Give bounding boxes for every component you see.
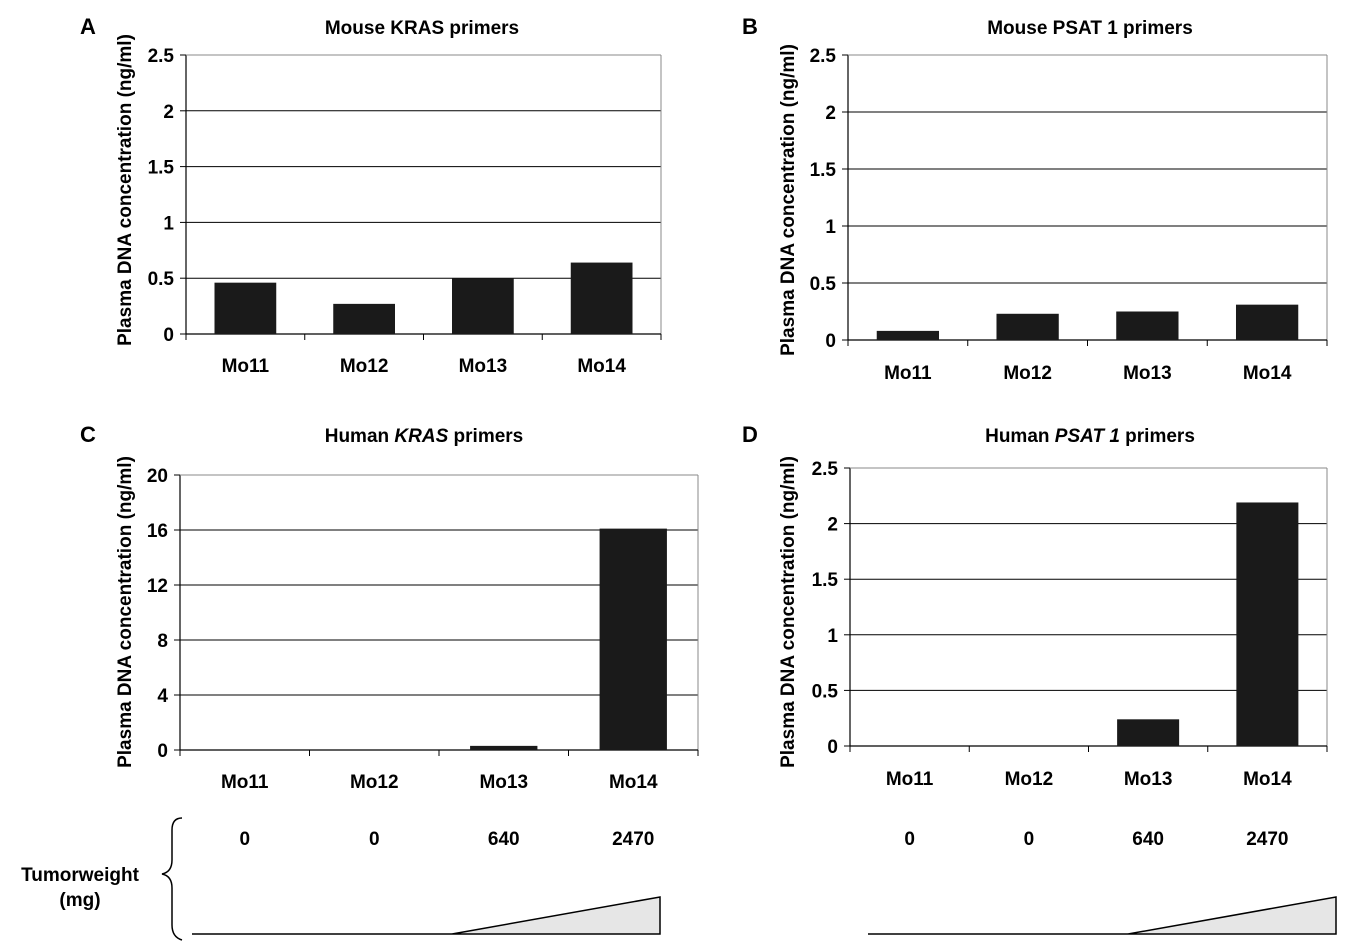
y-tick-label: 0 <box>163 325 174 346</box>
x-tick-label: Mo11 <box>222 356 270 377</box>
tumor-weight-brace <box>161 817 183 941</box>
tumor-weight-value: 0 <box>904 829 915 850</box>
panel-d-title: Human PSAT 1 primers <box>985 426 1195 447</box>
y-tick-label: 0.5 <box>148 269 175 290</box>
panel-c-title-suffix: primers <box>448 426 523 447</box>
y-tick-label: 0.5 <box>810 274 837 295</box>
bar-mo11 <box>214 282 277 334</box>
x-tick-label: Mo12 <box>340 356 389 377</box>
panel-a-title: Mouse KRAS primers <box>325 18 519 39</box>
bar-mo11 <box>876 330 940 340</box>
y-tick-label: 8 <box>157 631 168 652</box>
bar-mo13 <box>1116 311 1179 340</box>
panel-c-letter: C <box>80 422 96 447</box>
panel-d-title-suffix: primers <box>1120 426 1195 447</box>
x-tick-label: Mo11 <box>886 769 934 790</box>
bar-mo14 <box>1236 502 1299 746</box>
y-tick-label: 2.5 <box>812 459 839 480</box>
panel-b-ylabel: Plasma DNA concentration (ng/ml) <box>778 44 799 356</box>
x-tick-label: Mo11 <box>884 363 932 384</box>
tumor-weight-value: 2470 <box>1246 829 1288 850</box>
y-tick-label: 2.5 <box>810 46 837 67</box>
y-tick-label: 0.5 <box>812 681 839 702</box>
y-tick-label: 20 <box>147 466 168 487</box>
tumor-weight-value: 640 <box>488 829 520 850</box>
bar-mo13 <box>470 745 538 750</box>
y-tick-label: 12 <box>147 576 168 597</box>
x-tick-label: Mo14 <box>577 356 626 377</box>
bar-mo12 <box>333 303 395 334</box>
bar-mo14 <box>570 262 633 334</box>
tumor-weight-value: 640 <box>1132 829 1164 850</box>
tumor-weight-value: 0 <box>1024 829 1035 850</box>
bar-mo14 <box>1235 304 1299 340</box>
y-tick-label: 2.5 <box>148 46 175 67</box>
bar-mo14 <box>599 528 667 750</box>
x-tick-label: Mo12 <box>1003 363 1052 384</box>
y-tick-label: 1 <box>825 217 836 238</box>
panel-c-title: Human KRAS primers <box>325 426 524 447</box>
x-tick-label: Mo14 <box>1243 363 1292 384</box>
tumor-weight-unit: (mg) <box>59 890 100 911</box>
panel-b-title: Mouse PSAT 1 primers <box>987 18 1193 39</box>
y-tick-label: 4 <box>157 686 168 707</box>
panel-c-ylabel: Plasma DNA concentration (ng/ml) <box>115 456 136 768</box>
tumor-weight-label: Tumorweight <box>21 865 140 886</box>
panel-d: D Human PSAT 1 primers Plasma DNA concen… <box>742 422 1328 790</box>
panel-a: A Mouse KRAS primers Plasma DNA concentr… <box>80 14 662 377</box>
y-tick-label: 0 <box>157 741 168 762</box>
panel-c-title-prefix: Human <box>325 426 395 447</box>
x-tick-label: Mo13 <box>1123 363 1172 384</box>
x-tick-label: Mo13 <box>1124 769 1173 790</box>
y-tick-label: 0 <box>825 331 836 352</box>
y-tick-label: 1.5 <box>810 160 837 181</box>
bar-mo13 <box>1117 719 1180 746</box>
tumor-weight-value: 2470 <box>612 829 654 850</box>
x-tick-label: Mo11 <box>221 772 269 793</box>
panel-d-ylabel: Plasma DNA concentration (ng/ml) <box>778 456 799 768</box>
x-tick-label: Mo13 <box>459 356 508 377</box>
y-tick-label: 0 <box>827 737 838 758</box>
y-tick-label: 2 <box>163 102 174 123</box>
panel-d-title-prefix: Human <box>985 426 1055 447</box>
tumor-weight-value: 0 <box>369 829 380 850</box>
y-tick-label: 1.5 <box>148 158 175 179</box>
panel-c-title-gene: KRAS <box>394 426 448 447</box>
tumor-weight-wedge <box>451 896 661 935</box>
tumor-weight-value: 0 <box>239 829 250 850</box>
x-tick-label: Mo13 <box>479 772 528 793</box>
panel-b: B Mouse PSAT 1 primers Plasma DNA concen… <box>742 14 1328 384</box>
y-tick-label: 1.5 <box>812 570 839 591</box>
x-tick-label: Mo14 <box>1243 769 1292 790</box>
y-tick-label: 16 <box>147 521 168 542</box>
tumor-weight-wedge <box>1127 896 1337 935</box>
y-tick-label: 1 <box>163 213 174 234</box>
y-tick-label: 1 <box>827 626 838 647</box>
panel-d-letter: D <box>742 422 758 447</box>
panel-d-title-gene: PSAT 1 <box>1055 426 1120 447</box>
bar-mo12 <box>996 313 1059 340</box>
y-tick-label: 2 <box>825 103 836 124</box>
bar-mo13 <box>452 278 514 334</box>
x-tick-label: Mo12 <box>350 772 399 793</box>
panel-a-letter: A <box>80 14 96 39</box>
y-tick-label: 2 <box>827 515 838 536</box>
x-tick-label: Mo14 <box>609 772 658 793</box>
panel-b-letter: B <box>742 14 758 39</box>
panel-a-ylabel: Plasma DNA concentration (ng/ml) <box>115 34 136 346</box>
x-tick-label: Mo12 <box>1005 769 1054 790</box>
panel-c: C Human KRAS primers Plasma DNA concentr… <box>80 422 699 793</box>
tumor-weight-section: Tumorweight (mg) 0 0 640 2470 0 0 640 2470 <box>21 817 1337 941</box>
